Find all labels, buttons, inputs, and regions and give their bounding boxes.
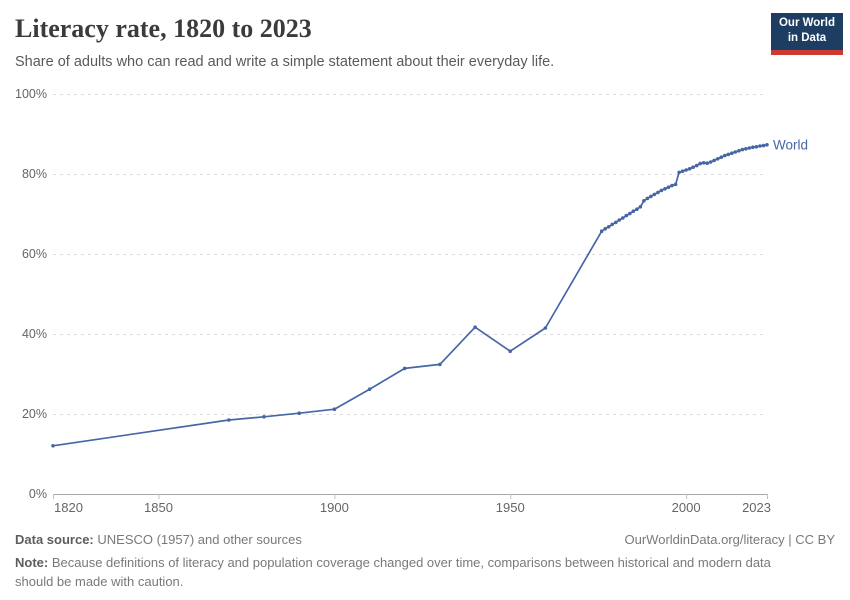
data-point[interactable] — [642, 199, 646, 203]
data-point[interactable] — [473, 325, 477, 330]
data-point[interactable] — [740, 147, 745, 152]
data-point[interactable] — [747, 146, 752, 150]
data-point[interactable] — [698, 161, 702, 166]
data-point[interactable] — [751, 145, 755, 149]
data-point[interactable] — [649, 194, 653, 199]
data-point[interactable] — [638, 205, 643, 209]
data-point[interactable] — [635, 207, 639, 211]
note-value: Because definitions of literacy and popu… — [15, 555, 771, 589]
data-source-value: UNESCO (1957) and other sources — [97, 532, 302, 547]
owid-logo[interactable]: Our World in Data — [771, 13, 843, 55]
data-point[interactable] — [730, 151, 734, 155]
data-source-label: Data source: — [15, 532, 94, 547]
data-point[interactable] — [744, 147, 748, 151]
y-axis-tick-label: 80% — [22, 167, 47, 181]
data-point[interactable] — [621, 216, 625, 220]
series-label-world[interactable]: World — [773, 137, 808, 152]
data-point[interactable] — [765, 143, 769, 147]
data-point[interactable] — [659, 188, 664, 193]
chart-subtitle: Share of adults who can read and write a… — [15, 54, 555, 70]
owid-logo-line1: Our World — [778, 17, 835, 29]
data-point[interactable] — [691, 165, 695, 169]
y-axis-tick-label: 100% — [15, 87, 47, 101]
data-point[interactable] — [708, 160, 713, 164]
x-axis-tick-label: 2023 — [742, 500, 771, 515]
data-point[interactable] — [438, 362, 442, 367]
page-title: Literacy rate, 1820 to 2023 — [15, 14, 312, 43]
data-point[interactable] — [543, 326, 548, 330]
y-axis-tick-label: 20% — [22, 407, 47, 421]
data-point[interactable] — [737, 149, 741, 153]
data-point[interactable] — [694, 163, 699, 168]
data-point[interactable] — [508, 349, 512, 354]
data-point[interactable] — [663, 187, 667, 191]
x-axis-tick-label: 1950 — [496, 500, 525, 515]
data-point[interactable] — [227, 418, 231, 422]
data-point[interactable] — [758, 144, 762, 148]
data-point[interactable] — [733, 150, 738, 154]
data-point[interactable] — [761, 143, 766, 148]
data-point[interactable] — [402, 366, 407, 371]
data-point[interactable] — [51, 444, 55, 448]
data-point[interactable] — [599, 229, 604, 233]
y-axis-tick-label: 40% — [22, 327, 47, 341]
credit-link[interactable]: OurWorldinData.org/literacy | CC BY — [624, 532, 835, 547]
x-axis-tick-label: 1900 — [320, 500, 349, 515]
data-point[interactable] — [652, 192, 657, 197]
data-point[interactable] — [628, 211, 632, 216]
data-point[interactable] — [603, 227, 607, 231]
data-point[interactable] — [610, 222, 614, 227]
data-point[interactable] — [666, 185, 671, 189]
footer-note: Note: Because definitions of literacy an… — [15, 553, 805, 591]
data-point[interactable] — [631, 209, 636, 213]
data-point[interactable] — [332, 407, 337, 412]
data-point[interactable] — [677, 170, 681, 175]
x-axis-tick-label: 2000 — [672, 500, 701, 515]
data-point[interactable] — [754, 145, 759, 149]
data-point[interactable] — [367, 387, 372, 392]
data-point[interactable] — [684, 168, 688, 172]
note-label: Note: — [15, 555, 49, 570]
data-point[interactable] — [670, 183, 674, 188]
footer-source-row: Data source: UNESCO (1957) and other sou… — [15, 532, 835, 547]
x-axis-tick-label: 1850 — [144, 500, 173, 515]
data-point[interactable] — [617, 218, 622, 222]
data-point[interactable] — [297, 411, 302, 416]
data-point[interactable] — [645, 196, 650, 201]
data-point[interactable] — [726, 152, 731, 157]
data-point[interactable] — [712, 158, 716, 163]
data-point[interactable] — [262, 415, 266, 419]
owid-logo-line2: in Data — [787, 32, 827, 44]
data-point[interactable] — [705, 161, 709, 165]
data-point[interactable] — [716, 157, 720, 161]
y-axis-tick-label: 0% — [29, 487, 47, 501]
x-axis-tick-label: 1820 — [54, 500, 83, 515]
data-point[interactable] — [673, 182, 678, 187]
data-point[interactable] — [656, 190, 660, 195]
data-point[interactable] — [606, 225, 611, 229]
data-point[interactable] — [680, 169, 685, 173]
y-axis-tick-label: 60% — [22, 247, 47, 261]
data-point[interactable] — [719, 155, 724, 159]
data-point[interactable] — [723, 153, 727, 158]
data-point[interactable] — [687, 167, 692, 171]
data-point[interactable] — [614, 220, 618, 225]
data-source-text: Data source: UNESCO (1957) and other sou… — [15, 532, 302, 547]
data-point[interactable] — [701, 161, 706, 165]
data-point[interactable] — [624, 213, 629, 218]
